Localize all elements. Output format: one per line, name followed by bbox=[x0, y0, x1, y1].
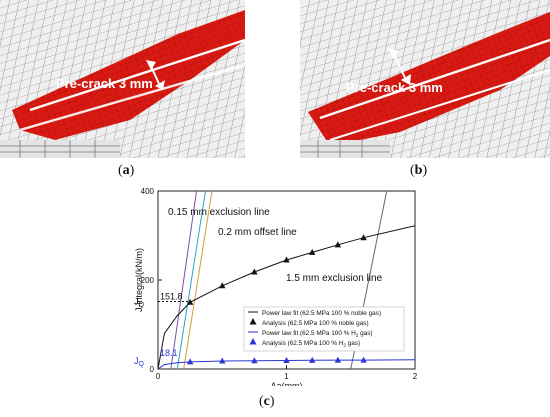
y-axis-label: J-integral(kN/m) bbox=[134, 248, 144, 312]
legend-entry: Power law fit (62.5 MPa 100 % noble gas) bbox=[262, 310, 381, 317]
legend-text: gas) bbox=[346, 340, 360, 347]
data-point-h2 bbox=[283, 357, 290, 364]
pre-crack-label-a: Pre-crack 3 mm bbox=[56, 76, 153, 91]
data-point-h2 bbox=[186, 358, 194, 365]
data-point-noble bbox=[334, 241, 342, 248]
y-tick-label: 200 bbox=[141, 276, 155, 285]
legend-marker-triangle bbox=[249, 318, 257, 325]
legend-subscript: 2 bbox=[343, 343, 346, 348]
x-tick-label: 2 bbox=[413, 372, 418, 381]
data-point-h2 bbox=[219, 357, 226, 364]
jq-label-noble: JQ bbox=[134, 296, 145, 308]
figure-panel-b: Pre-crack 3 mm bbox=[300, 0, 550, 158]
pre-crack-mesh-image-b bbox=[300, 0, 550, 158]
jq-subscript: Q bbox=[139, 301, 145, 308]
annotation-15-exclusion: 1.5 mm exclusion line bbox=[286, 273, 383, 284]
x-tick-label: 1 bbox=[284, 372, 289, 381]
caption-b: (b) bbox=[410, 163, 428, 178]
data-point-h2 bbox=[334, 356, 342, 363]
legend-text: Analysis (62.5 MPa 100 % H bbox=[262, 340, 344, 347]
figure-panel-a: Pre-crack 3 mm bbox=[0, 0, 245, 158]
j-integral-chart: 0 200 400 0 1 2 Δa(mm) J-integral(kN/m) 0.15 mm … bbox=[134, 187, 418, 386]
pre-crack-label-b: Pre-crack 3 mm bbox=[346, 80, 443, 95]
jq-label-h2: JQ bbox=[134, 356, 145, 368]
construction-line bbox=[183, 191, 213, 369]
legend-box bbox=[243, 306, 405, 352]
data-point-noble bbox=[251, 268, 258, 275]
legend-entry: Analysis (62.5 MPa 100 % noble gas) bbox=[262, 320, 369, 327]
construction-line bbox=[170, 191, 198, 369]
y-tick-label: 400 bbox=[141, 187, 155, 196]
legend-entry: Power law fit (62.5 MPa 100 % H2 gas) bbox=[262, 330, 373, 338]
jq-subscript: Q bbox=[139, 361, 145, 368]
legend-text: Power law fit (62.5 MPa 100 % H bbox=[262, 330, 356, 337]
data-point-noble bbox=[309, 248, 316, 255]
legend-text: gas) bbox=[358, 330, 372, 337]
crack-length-arrow bbox=[392, 51, 407, 81]
y-tick-label: 0 bbox=[150, 365, 155, 374]
legend-subscript: 2 bbox=[356, 333, 359, 338]
data-point-h2 bbox=[251, 357, 258, 364]
data-point-noble bbox=[219, 282, 226, 289]
jq-value-noble: 151.8 bbox=[160, 291, 183, 301]
caption-a: (a) bbox=[118, 163, 135, 178]
data-point-noble bbox=[360, 234, 367, 241]
pre-crack-mesh-image-a bbox=[0, 0, 245, 158]
jq-value-h2: 18.1 bbox=[160, 348, 178, 358]
legend-entry: Analysis (62.5 MPa 100 % H2 gas) bbox=[262, 340, 360, 348]
data-point-h2 bbox=[360, 356, 367, 363]
x-axis-label: Δa(mm) bbox=[270, 381, 302, 386]
construction-line bbox=[176, 191, 207, 369]
x-tick-label: 0 bbox=[156, 372, 161, 381]
data-point-h2 bbox=[309, 356, 316, 363]
data-point-noble bbox=[283, 256, 290, 263]
legend-marker-triangle bbox=[249, 338, 257, 345]
annotation-02-offset: 0.2 mm offset line bbox=[218, 227, 297, 238]
annotation-015-exclusion: 0.15 mm exclusion line bbox=[168, 207, 270, 218]
caption-c: (c) bbox=[259, 394, 275, 409]
